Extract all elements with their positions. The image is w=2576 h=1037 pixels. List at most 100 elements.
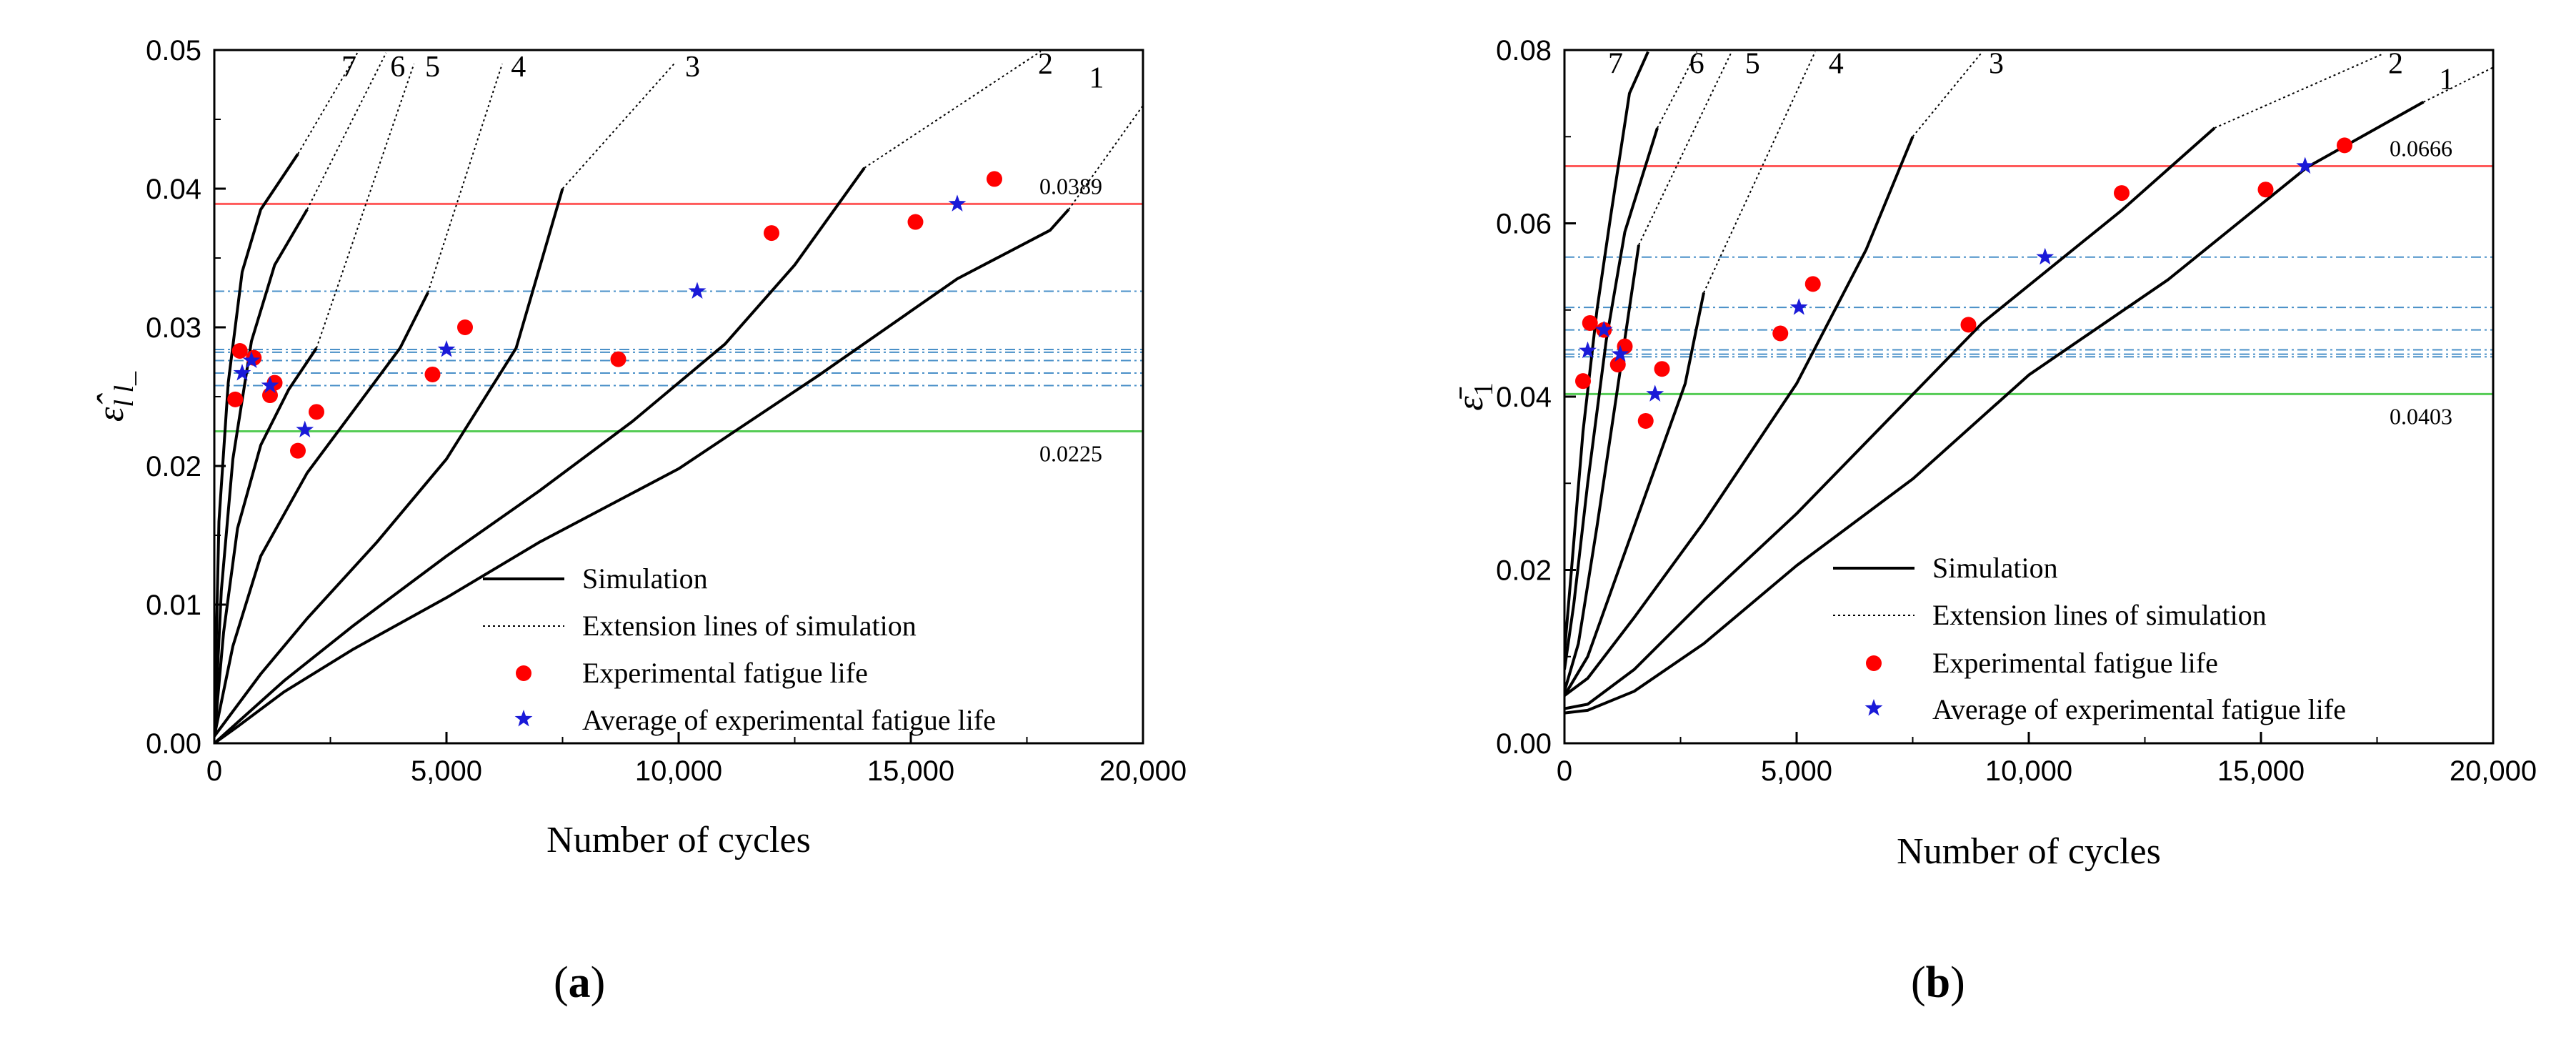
- legend-b-exp-marker: [1866, 655, 1882, 671]
- legend-a-exp-label: Experimental fatigue life: [582, 657, 868, 689]
- experimental-point: [1960, 317, 1977, 333]
- curve-label-7: 7: [341, 51, 356, 84]
- ext-curve-1: [2423, 66, 2493, 103]
- x-tick-label: 0: [206, 755, 222, 787]
- x-tick-label: 15,000: [2217, 755, 2305, 787]
- average-point: [1646, 384, 1664, 402]
- curve-label-3: 3: [685, 51, 700, 84]
- experimental-point: [1637, 412, 1654, 429]
- curve-label-4: 4: [511, 51, 526, 84]
- curve-label-1: 1: [2440, 64, 2455, 96]
- experimental-point: [1654, 361, 1670, 377]
- y-axis-title-b: ε̄1: [1450, 382, 1499, 411]
- plot-frame-b: [1563, 49, 2495, 745]
- x-tick-label: 15,000: [867, 755, 954, 787]
- y-tick-label: 0.00: [1496, 728, 1552, 760]
- chart-panel-a: 0 5,000 10,000 15,000 20,000 0.00 0.01 0.02 0.03…: [91, 35, 1187, 860]
- ext-curve-4: [427, 64, 503, 293]
- legend-a: Simulation Extension lines of simulation…: [483, 562, 996, 736]
- curve-label-5: 5: [1745, 48, 1760, 81]
- sim-curve-6: [214, 209, 309, 737]
- panel-label-b: (b): [1911, 958, 1965, 1007]
- ext-curve-1: [1068, 105, 1143, 210]
- experimental-point: [1575, 373, 1591, 390]
- sim-curve-5: [1564, 244, 1640, 692]
- sim-curve-7: [214, 153, 299, 730]
- x-tick-label: 10,000: [1985, 755, 2072, 787]
- curve-label-5: 5: [425, 51, 440, 84]
- curve-label-6: 6: [390, 51, 405, 84]
- sim-curve-4: [214, 292, 429, 737]
- x-axis-title-b: Number of cycles: [1897, 831, 2161, 872]
- average-point: [948, 194, 967, 212]
- legend-a-exp-marker: [516, 665, 531, 681]
- experimental-point: [2114, 185, 2130, 202]
- y-tick-label: 0.04: [146, 174, 201, 205]
- average-point: [688, 282, 707, 299]
- svg-text:ε̂l l_: ε̂l l_: [91, 371, 139, 422]
- ext-curve-6: [306, 52, 387, 210]
- experimental-point: [907, 214, 924, 230]
- ext-curve-2: [2214, 54, 2382, 129]
- experimental-point: [764, 225, 779, 242]
- y-tick-label: 0.03: [146, 312, 201, 344]
- avg-lines-a: [214, 290, 1143, 387]
- legend-b-exp-label: Experimental fatigue life: [1932, 647, 2218, 679]
- sim-curve-3: [1564, 136, 1914, 697]
- x-tick-label: 10,000: [635, 755, 722, 787]
- experimental-point: [290, 442, 306, 459]
- experimental-point: [2337, 137, 2352, 154]
- ticks-b: 0 5,000 10,000 15,000 20,000 0.00 0.02 0.04 0.06…: [1496, 35, 2537, 787]
- curve-labels-a: 1 2 3 4 56 7: [341, 48, 1104, 94]
- experimental-point: [1804, 276, 1821, 292]
- avg-lines-b: [1564, 256, 2493, 358]
- ext-curve-4: [1703, 51, 1816, 293]
- experimental-point: [1609, 357, 1626, 373]
- sim-curve-2: [214, 167, 866, 743]
- experimental-point: [457, 319, 473, 335]
- y-tick-label: 0.02: [146, 451, 201, 482]
- chart-panel-b: 0 5,000 10,000 15,000 20,000 0.00 0.02 0.04 0.06…: [1450, 35, 2537, 872]
- average-point: [437, 340, 456, 357]
- legend-a-sim-label: Simulation: [582, 562, 708, 595]
- ref-lines-b: [1564, 164, 2493, 395]
- y-tick-label: 0.06: [1496, 209, 1552, 240]
- curve-label-3: 3: [1989, 48, 2004, 81]
- average-point: [2036, 247, 2055, 265]
- ext-curve-3: [561, 63, 675, 189]
- ext-curve-5: [316, 64, 415, 349]
- legend-b-avg-marker: [1864, 699, 1883, 716]
- panel-label-a: (a): [554, 958, 606, 1007]
- experimental-point: [987, 171, 1002, 187]
- legend-b: Simulation Extension lines of simulation…: [1833, 552, 2346, 725]
- y-axis-title-a: ε̂l l_: [91, 371, 139, 422]
- y-tick-label: 0.04: [1496, 382, 1552, 413]
- ref-lines-a: [214, 202, 1143, 432]
- x-tick-label: 5,000: [411, 755, 482, 787]
- ext-curve-3: [1912, 51, 1983, 137]
- curves-a: [214, 51, 1143, 743]
- experimental-point: [227, 391, 244, 407]
- y-tick-label: 0.02: [1496, 555, 1552, 587]
- legend-b-sim-label: Simulation: [1932, 552, 2058, 584]
- legend-a-avg-marker: [514, 710, 533, 727]
- panel-label-a-letter: a: [568, 958, 591, 1007]
- y-tick-label: 0.00: [146, 728, 201, 760]
- points-b: [1575, 137, 2352, 429]
- curve-label-4: 4: [1829, 48, 1844, 81]
- average-point: [296, 420, 314, 438]
- experimental-point: [1582, 314, 1598, 331]
- ext-curve-5: [1638, 51, 1732, 246]
- average-point: [2296, 157, 2315, 174]
- y-tick-label: 0.05: [146, 35, 201, 66]
- x-tick-label: 20,000: [2450, 755, 2537, 787]
- ext-curve-6: [1657, 51, 1698, 129]
- average-point: [1789, 298, 1808, 315]
- x-tick-label: 0: [1557, 755, 1572, 787]
- curve-label-6: 6: [1689, 48, 1704, 81]
- sim-curve-2: [1564, 126, 2216, 710]
- legend-a-avg-label: Average of experimental fatigue life: [582, 704, 996, 736]
- y-axis-sub-a: l l_: [109, 371, 139, 407]
- legend-b-ext-label: Extension lines of simulation: [1932, 599, 2267, 631]
- sim-curve-5: [214, 347, 318, 737]
